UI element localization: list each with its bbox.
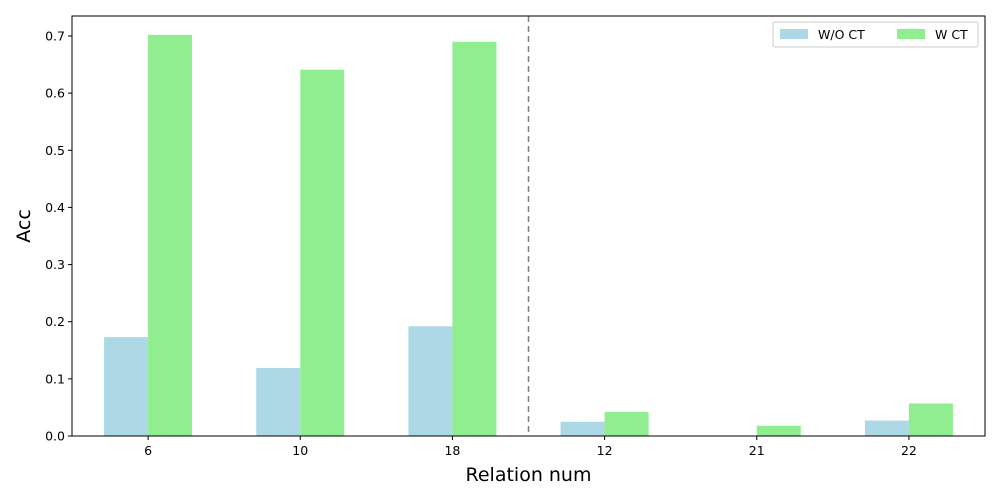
bar-wo-ct-12 <box>560 421 605 436</box>
bar-w-ct-22 <box>908 403 953 436</box>
bar-w-ct-18 <box>452 41 497 436</box>
plot-frame <box>71 15 986 437</box>
y-tick-label: 0.2 <box>45 314 65 329</box>
x-tick-label: 10 <box>292 443 308 458</box>
y-tick-label: 0.3 <box>45 257 65 272</box>
legend: W/O CT W CT <box>772 21 979 48</box>
x-axis: 6 10 18 12 21 22 <box>144 436 917 458</box>
y-tick-label: 0.6 <box>45 86 65 101</box>
legend-label-wo-ct: W/O CT <box>818 27 865 42</box>
bar-wo-ct-6 <box>104 337 149 436</box>
x-tick-label: 6 <box>144 443 152 458</box>
bars-layer <box>104 34 953 436</box>
y-axis: 0.0 0.1 0.2 0.3 0.4 0.5 0.6 0.7 <box>45 29 72 444</box>
legend-swatch-w-ct <box>897 29 925 39</box>
bar-w-ct-21 <box>756 425 801 436</box>
legend-label-w-ct: W CT <box>935 27 968 42</box>
bar-w-ct-10 <box>300 69 345 436</box>
y-tick-label: 0.0 <box>45 429 65 444</box>
x-tick-label: 21 <box>749 443 765 458</box>
y-axis-label: Acc <box>13 209 35 243</box>
legend-swatch-wo-ct <box>780 29 808 39</box>
x-axis-label: Relation num <box>466 464 592 486</box>
x-tick-label: 22 <box>901 443 917 458</box>
y-tick-label: 0.1 <box>45 371 65 386</box>
x-tick-label: 18 <box>444 443 460 458</box>
x-tick-label: 12 <box>597 443 613 458</box>
bar-wo-ct-18 <box>408 326 453 436</box>
y-tick-label: 0.5 <box>45 143 65 158</box>
y-tick-label: 0.4 <box>45 200 65 215</box>
bar-w-ct-12 <box>604 412 649 436</box>
legend-box <box>772 21 979 48</box>
bar-wo-ct-10 <box>256 368 301 436</box>
bar-wo-ct-22 <box>864 420 909 436</box>
y-tick-label: 0.7 <box>45 29 65 44</box>
bar-w-ct-6 <box>148 34 193 436</box>
